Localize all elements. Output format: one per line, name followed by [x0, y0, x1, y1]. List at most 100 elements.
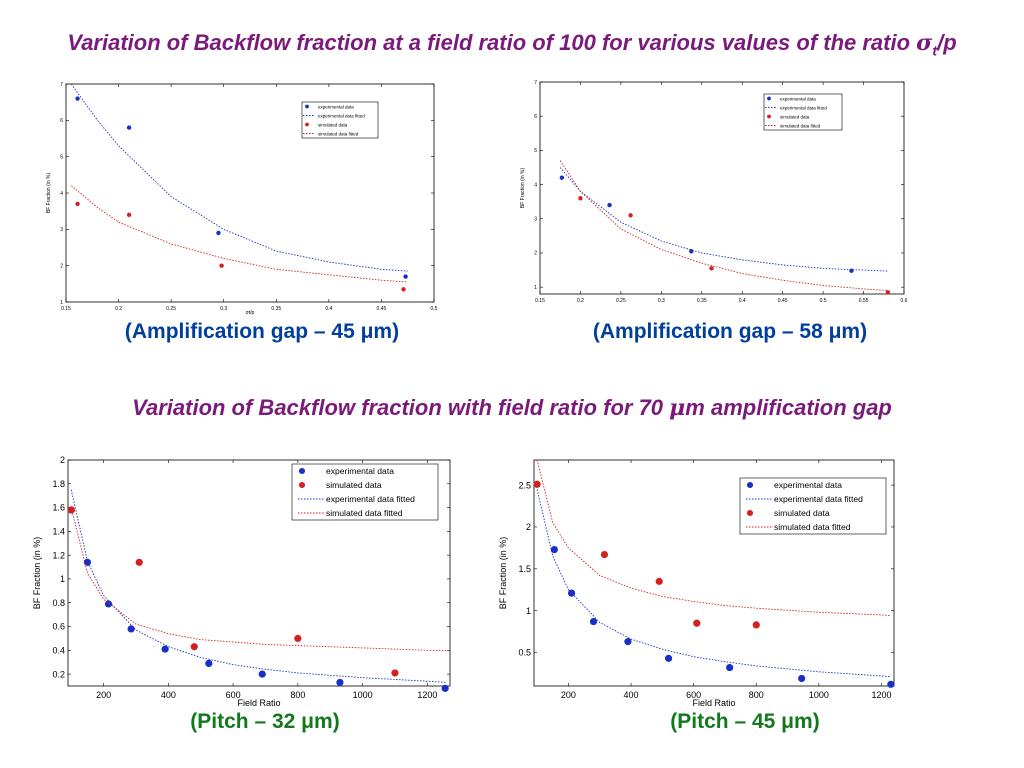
legend-box — [739, 477, 887, 535]
x-tick-label: 800 — [749, 690, 764, 700]
y-tick-label: 7 — [60, 82, 63, 88]
x-tick-label: 0.35 — [271, 306, 281, 312]
x-tick-label: 1200 — [417, 690, 437, 700]
data-point-simulated-data — [67, 506, 75, 514]
chart-pitch-45: 200 400 600 800 1000 1200 0.5 1 1.5 2 2.5 Field Rat… — [498, 459, 895, 708]
x-tick-label: 200 — [96, 690, 111, 700]
caption-pitch-32: (Pitch – 32 μm) — [190, 710, 340, 733]
y-tick-label: 2 — [534, 251, 537, 257]
x-tick-label: 0.45 — [778, 298, 788, 304]
caption-amp-gap-58: (Amplification gap – 58 μm) — [592, 320, 868, 343]
data-point-experimental-data — [75, 96, 80, 101]
x-tick-label: 600 — [226, 690, 241, 700]
x-tick-label: 0.3 — [658, 298, 665, 304]
chart-pitch-32: 200 400 600 800 1000 1200 0.2 0.4 0.6 0.8 1 1.2 1.4 1… — [32, 455, 451, 708]
top-title-sub: t — [932, 42, 938, 59]
data-point-simulated-data — [693, 619, 701, 627]
data-point-experimental-data — [726, 663, 734, 672]
data-point-simulated-data — [126, 212, 132, 217]
legend-entry: experimental data fitted — [326, 494, 415, 504]
data-point-experimental-data — [567, 589, 576, 597]
top-title-sigma: σ — [916, 30, 933, 56]
fit-line-experimental-data-fitted — [536, 489, 891, 678]
legend-swatch-point — [746, 509, 754, 517]
legend-entry: experimental data — [318, 104, 354, 109]
x-tick-label: 0.5 — [431, 306, 438, 312]
y-tick-label: 1 — [60, 574, 65, 584]
legend-swatch-point — [746, 481, 754, 489]
mid-title-mu: μ — [669, 395, 686, 421]
x-tick-label: 0.55 — [859, 298, 869, 304]
y-tick-label: 0.8 — [52, 598, 65, 608]
data-point-simulated-data — [709, 266, 714, 271]
data-point-simulated-data — [75, 201, 80, 207]
x-tick-label: 600 — [686, 690, 701, 700]
data-point-experimental-data — [161, 645, 169, 653]
data-point-experimental-data — [83, 558, 92, 566]
y-tick-label: 1.8 — [52, 479, 65, 489]
data-point-experimental-data — [607, 202, 612, 208]
legend-box — [291, 463, 439, 521]
y-tick-label: 6 — [534, 114, 537, 120]
y-axis-label: BF Fraction (in %) — [32, 537, 42, 610]
mid-title: Variation of Backflow fraction with fiel… — [0, 395, 1024, 421]
fit-line-simulated-data-fitted — [559, 160, 888, 292]
data-point-experimental-data — [589, 617, 598, 626]
y-tick-label: 0.2 — [52, 669, 65, 679]
data-point-experimental-data — [624, 638, 632, 646]
y-tick-label: 1.2 — [52, 550, 65, 560]
y-tick-label: 7 — [534, 80, 537, 86]
data-point-simulated-data — [190, 643, 198, 651]
y-tick-label: 0.4 — [52, 645, 65, 655]
x-tick-label: 0.4 — [739, 298, 746, 304]
y-tick-label: 2 — [526, 522, 531, 532]
legend-entry: simulated data — [774, 508, 830, 518]
legend-entry: simulated data — [326, 480, 382, 490]
legend-entry: experimental data — [780, 96, 816, 101]
y-tick-label: 4 — [534, 182, 537, 188]
data-point-simulated-data — [391, 669, 399, 677]
data-point-experimental-data — [336, 678, 344, 687]
data-point-experimental-data — [403, 274, 408, 279]
fit-line-experimental-data-fitted — [559, 167, 888, 272]
x-axis-label: Field Ratio — [237, 698, 280, 708]
plot-frame — [65, 83, 435, 303]
data-point-simulated-data — [401, 287, 406, 292]
data-point-experimental-data — [127, 625, 135, 633]
y-tick-label: 1 — [534, 285, 537, 291]
legend-entry: simulated data fitted — [326, 508, 403, 518]
y-tick-label: 3 — [60, 227, 63, 233]
y-tick-label: 1.6 — [52, 503, 65, 513]
y-tick-label: 1 — [60, 300, 63, 306]
chart-amp-gap-58: 0.15 0.2 0.25 0.3 0.35 0.4 0.45 0.5 0.55 0.6 1 2 3 4 5… — [520, 80, 908, 304]
legend-entry: experimental data fitted — [774, 494, 863, 504]
x-tick-label: 1000 — [353, 690, 373, 700]
mid-title-text: Variation of Backflow fraction with fiel… — [132, 395, 670, 420]
legend-entry: simulated data fitted — [780, 123, 821, 128]
data-point-simulated-data — [294, 634, 302, 643]
legend-swatch-point — [767, 96, 771, 101]
x-tick-label: 400 — [161, 690, 176, 700]
x-tick-label: 0.4 — [325, 306, 332, 312]
legend-entry: simulated data — [318, 122, 348, 127]
y-tick-label: 2 — [60, 263, 63, 269]
x-tick-label: 0.15 — [535, 298, 545, 304]
x-tick-label: 0.25 — [166, 306, 176, 312]
data-point-simulated-data — [628, 213, 633, 218]
chart-amp-gap-45: 0.15 0.2 0.25 0.3 0.35 0.4 0.45 0.5 1 2 3 4 5 6 7 σt/p B… — [46, 82, 438, 316]
data-point-simulated-data — [655, 577, 663, 585]
data-point-experimental-data — [216, 230, 221, 236]
mid-title-suffix: m amplification gap — [685, 395, 892, 420]
y-tick-label: 0.6 — [52, 622, 65, 632]
x-tick-label: 0.25 — [616, 298, 626, 304]
x-axis-label: Field Ratio — [692, 698, 735, 708]
fit-line-simulated-data-fitted — [70, 507, 447, 651]
data-point-experimental-data — [441, 684, 449, 692]
legend-swatch-point — [305, 122, 309, 127]
y-axis-label: BF Fraction (in %) — [498, 537, 508, 610]
legend-swatch-point — [305, 104, 309, 109]
legend-box — [301, 101, 379, 139]
y-tick-label: 1.4 — [52, 527, 65, 537]
x-tick-label: 0.35 — [697, 298, 707, 304]
legend-entry: experimental data — [774, 480, 842, 490]
